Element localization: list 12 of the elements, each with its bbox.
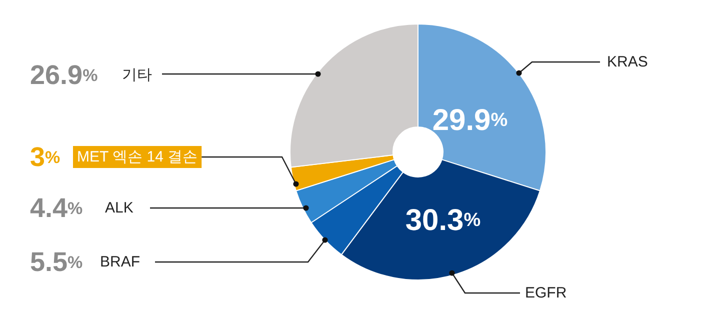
slice-label: EGFR — [525, 284, 567, 302]
slice-label: BRAF — [100, 254, 140, 270]
data-label: 3% — [30, 142, 60, 172]
slice-label: KRAS — [607, 54, 648, 70]
data-label: 5.5% — [30, 247, 83, 277]
data-label: 29.9% — [432, 104, 508, 136]
slice-label: 기타 — [122, 66, 152, 84]
slice-label: MET 엑손 14 결손 — [77, 148, 198, 166]
slice-label: ALK — [105, 200, 134, 216]
data-label: 26.9% — [30, 60, 98, 90]
data-label: 30.3% — [405, 204, 481, 236]
data-label: 4.4% — [30, 193, 83, 223]
